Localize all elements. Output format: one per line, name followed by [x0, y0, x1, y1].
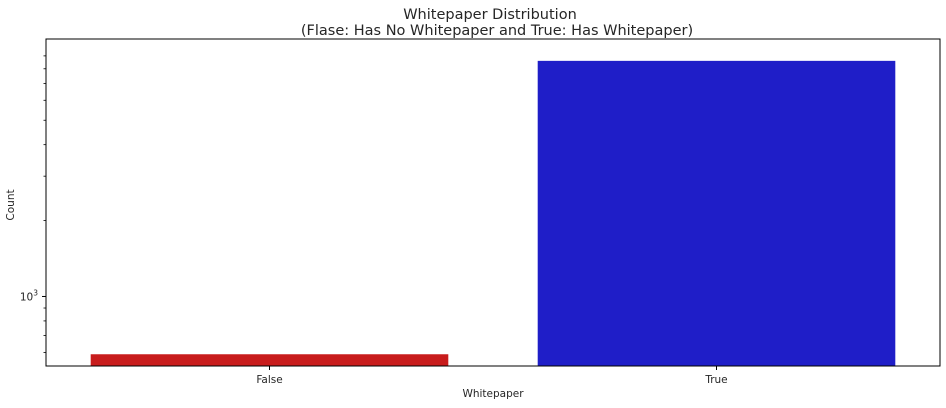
x-tick-label: False [256, 374, 282, 386]
y-axis-label: Count [5, 189, 17, 220]
chart-subtitle: (Flase: Has No Whitepaper and True: Has … [301, 23, 693, 39]
plot-frame [45, 38, 941, 367]
x-axis-ticks: False True [256, 366, 728, 386]
bar-false [90, 354, 449, 366]
bars-group [90, 60, 896, 367]
x-axis-label: Whitepaper [462, 388, 524, 400]
bar-true [537, 60, 896, 367]
y-axis-ticks: 103 [20, 55, 46, 353]
x-tick-label: True [704, 374, 727, 386]
chart-title: Whitepaper Distribution [403, 7, 577, 23]
y-tick-label: 103 [20, 288, 38, 303]
